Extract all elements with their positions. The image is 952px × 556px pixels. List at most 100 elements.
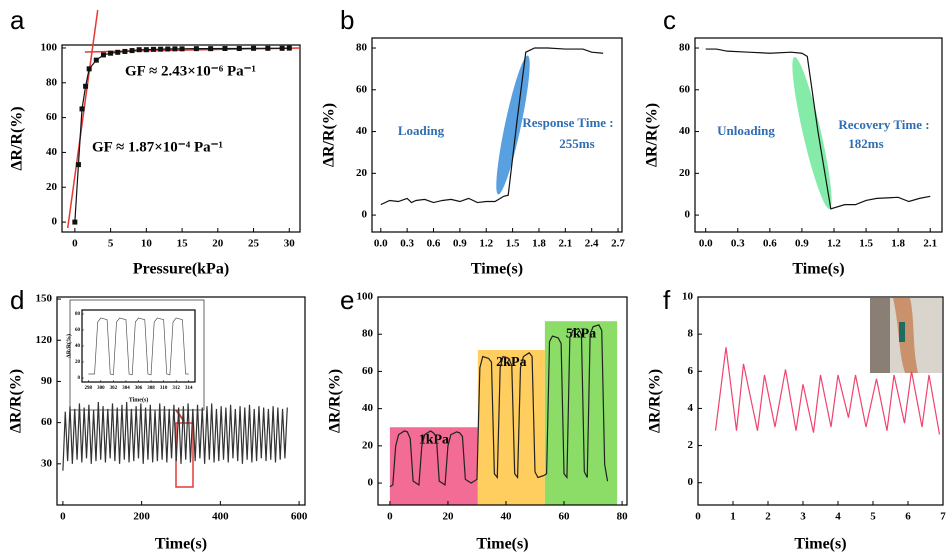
y-tick-label: 60 xyxy=(356,83,368,95)
data-point xyxy=(143,47,149,53)
x-tick-label: 1.8 xyxy=(532,238,546,250)
x-tick-label: 30 xyxy=(284,238,296,250)
data-point xyxy=(172,46,178,52)
y-tick-label: 20 xyxy=(362,439,374,451)
y-tick-label: 40 xyxy=(75,344,81,349)
x-tick-label: 200 xyxy=(133,511,150,523)
x-tick-label: 20 xyxy=(212,238,224,250)
y-tick-label: 8 xyxy=(688,328,694,340)
x-tick-label: 2.4 xyxy=(585,238,599,250)
x-tick-label: 40 xyxy=(500,511,512,523)
x-tick-label: 3 xyxy=(800,511,806,523)
data-point xyxy=(79,106,85,112)
x-tick-label: 1.2 xyxy=(479,238,493,250)
y-tick-label: 0 xyxy=(362,209,368,221)
y-tick-label: 40 xyxy=(46,146,58,158)
data-point xyxy=(93,57,99,63)
data-point xyxy=(279,45,285,51)
y-axis-label: ΔR/R(%) xyxy=(8,369,25,433)
plot-frame xyxy=(56,296,306,506)
y-tick-label: 150 xyxy=(36,293,53,305)
data-point xyxy=(265,45,271,51)
data-point xyxy=(179,46,185,52)
x-tick-label: 0.6 xyxy=(427,238,441,250)
data-line xyxy=(380,47,604,206)
x-tick-label: 1 xyxy=(730,511,736,523)
data-point xyxy=(75,162,81,168)
plot-frame xyxy=(694,37,943,233)
y-tick-label: 0 xyxy=(688,476,694,488)
x-tick-label: 306 xyxy=(135,386,143,391)
annotation: 182ms xyxy=(848,136,883,151)
y-tick-label: 80 xyxy=(46,76,58,88)
x-tick-label: 7 xyxy=(940,511,946,523)
data-point xyxy=(83,83,89,89)
y-tick-label: 90 xyxy=(41,375,53,387)
inset-panel xyxy=(69,299,205,411)
x-tick-label: 314 xyxy=(185,386,193,391)
plot-frame xyxy=(697,296,944,506)
x-tick-label: 0.9 xyxy=(453,238,467,250)
panel-label: d xyxy=(10,285,24,315)
y-tick-label: 60 xyxy=(41,416,53,428)
x-tick-label: 15 xyxy=(177,238,189,250)
x-tick-label: 400 xyxy=(212,511,229,523)
x-tick-label: 0 xyxy=(60,511,66,523)
data-point xyxy=(72,219,78,225)
annotation: 255ms xyxy=(559,136,594,151)
x-axis-label: Time(s) xyxy=(792,261,844,278)
data-point xyxy=(115,49,121,55)
data-point xyxy=(158,46,164,52)
band-label: 2kPa xyxy=(496,355,526,370)
data-line xyxy=(389,324,609,488)
pressure-band xyxy=(477,350,545,505)
y-tick-label: 30 xyxy=(41,457,53,469)
panel-label: f xyxy=(663,285,671,315)
data-point xyxy=(193,46,199,52)
y-tick-label: 2 xyxy=(688,439,694,451)
data-line xyxy=(714,347,941,435)
fit-line xyxy=(66,9,99,229)
y-axis-label: ΔR/R(%) xyxy=(65,334,72,358)
x-tick-label: 308 xyxy=(147,386,155,391)
y-tick-label: 80 xyxy=(356,42,368,54)
y-tick-label: 4 xyxy=(688,402,694,414)
y-tick-label: 10 xyxy=(682,291,694,303)
y-tick-label: 40 xyxy=(356,125,368,137)
data-line xyxy=(88,317,189,376)
x-axis-label: Time(s) xyxy=(129,396,149,403)
x-tick-label: 0.0 xyxy=(374,238,388,250)
y-axis-label: ΔR/R(%) xyxy=(321,103,338,167)
y-tick-label: 60 xyxy=(75,328,81,333)
data-point xyxy=(129,48,135,54)
plot-frame xyxy=(61,44,301,233)
x-tick-label: 0.9 xyxy=(795,238,809,250)
data-point xyxy=(222,45,228,51)
x-tick-label: 0.3 xyxy=(400,238,414,250)
y-tick-label: 20 xyxy=(75,360,81,365)
panel-label: b xyxy=(340,5,354,35)
data-point xyxy=(86,66,92,72)
x-tick-label: 10 xyxy=(141,238,153,250)
x-tick-label: 2.1 xyxy=(558,238,572,250)
x-tick-label: 0 xyxy=(695,511,701,523)
annotation: GF ≈ 1.87×10⁻⁴ Pa⁻¹ xyxy=(92,139,223,155)
y-tick-label: 100 xyxy=(41,41,58,53)
data-point xyxy=(236,45,242,51)
x-tick-label: 300 xyxy=(97,386,105,391)
recovery-region xyxy=(792,56,832,210)
y-tick-label: 0 xyxy=(368,477,374,489)
x-tick-label: 312 xyxy=(172,386,180,391)
panel-label: e xyxy=(340,285,354,315)
data-point xyxy=(100,52,106,58)
x-tick-label: 5 xyxy=(870,511,876,523)
plot-frame xyxy=(377,296,628,506)
y-tick-label: 60 xyxy=(679,83,691,95)
y-tick-label: 120 xyxy=(36,334,53,346)
x-axis-label: Pressure(kPa) xyxy=(133,261,229,278)
band-label: 1kPa xyxy=(419,432,449,447)
x-tick-label: 25 xyxy=(248,238,260,250)
y-tick-label: 0 xyxy=(685,209,691,221)
annotation: Recovery Time : xyxy=(838,117,929,132)
